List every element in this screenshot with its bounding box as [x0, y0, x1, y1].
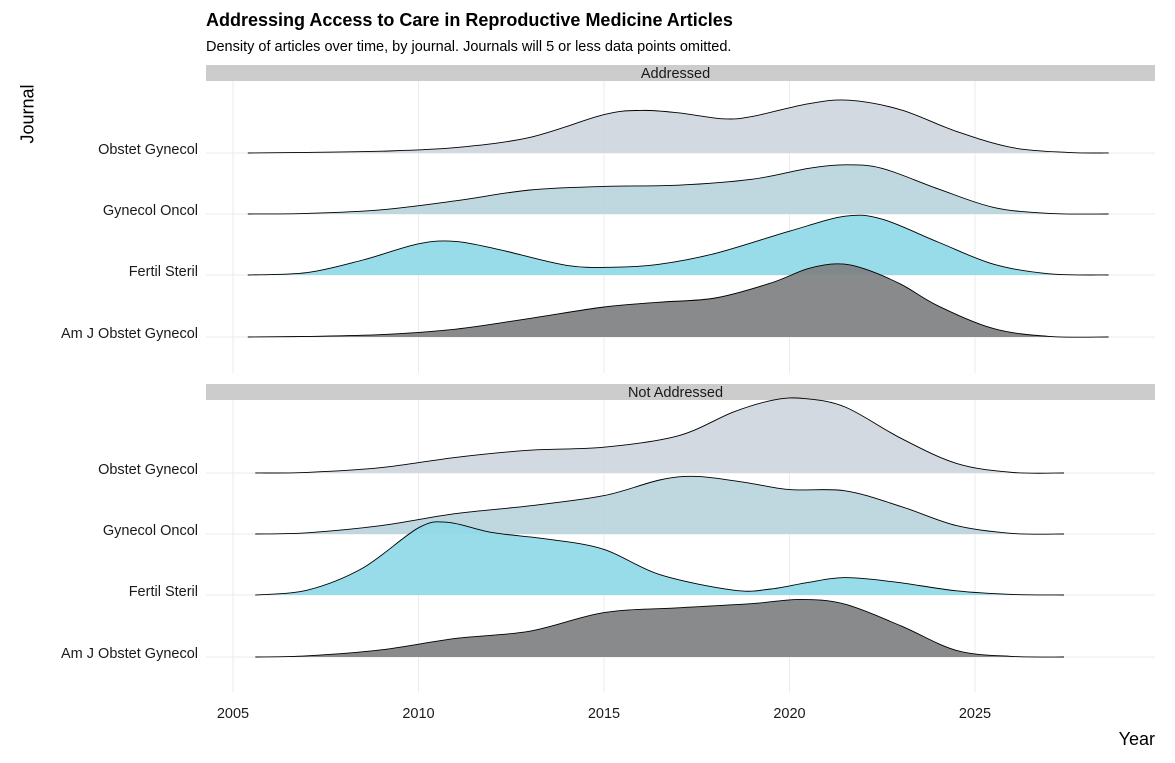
journal-tick-label: Obstet Gynecol: [98, 462, 198, 478]
density-area: [247, 263, 1109, 338]
density-area: [247, 215, 1109, 276]
density-line: [247, 214, 1109, 276]
x-axis-label: Year: [1118, 729, 1155, 749]
density-area: [247, 99, 1109, 154]
x-tick-label: 2020: [773, 706, 805, 722]
facet-strip-label: Not Addressed: [628, 385, 723, 401]
density-area: [247, 164, 1109, 215]
facet-strip: [206, 65, 1155, 81]
journal-tick-label: Fertil Steril: [129, 264, 198, 280]
density-line: [255, 397, 1065, 474]
journal-tick-label: Gynecol Oncol: [103, 203, 198, 219]
x-tick-label: 2025: [959, 706, 991, 722]
facet-strip-label: Addressed: [641, 66, 710, 82]
density-line: [247, 263, 1109, 338]
journal-tick-label: Fertil Steril: [129, 584, 198, 600]
x-tick-label: 2015: [588, 706, 620, 722]
density-line: [247, 164, 1109, 215]
density-area: [255, 599, 1065, 658]
density-line: [247, 99, 1109, 154]
density-area: [255, 397, 1065, 474]
density-line: [255, 475, 1065, 535]
x-tick-label: 2010: [402, 706, 434, 722]
density-area: [255, 521, 1065, 595]
journal-tick-label: Am J Obstet Gynecol: [61, 646, 198, 662]
journal-tick-label: Obstet Gynecol: [98, 142, 198, 158]
density-area: [255, 476, 1065, 535]
chart-title: Addressing Access to Care in Reproductiv…: [206, 10, 733, 30]
journal-tick-label: Am J Obstet Gynecol: [61, 326, 198, 342]
chart-subtitle: Density of articles over time, by journa…: [206, 39, 732, 55]
x-tick-label: 2005: [217, 706, 249, 722]
facet-strip: [206, 384, 1155, 400]
density-line: [255, 598, 1065, 658]
density-line: [255, 521, 1065, 596]
journal-tick-label: Gynecol Oncol: [103, 523, 198, 539]
